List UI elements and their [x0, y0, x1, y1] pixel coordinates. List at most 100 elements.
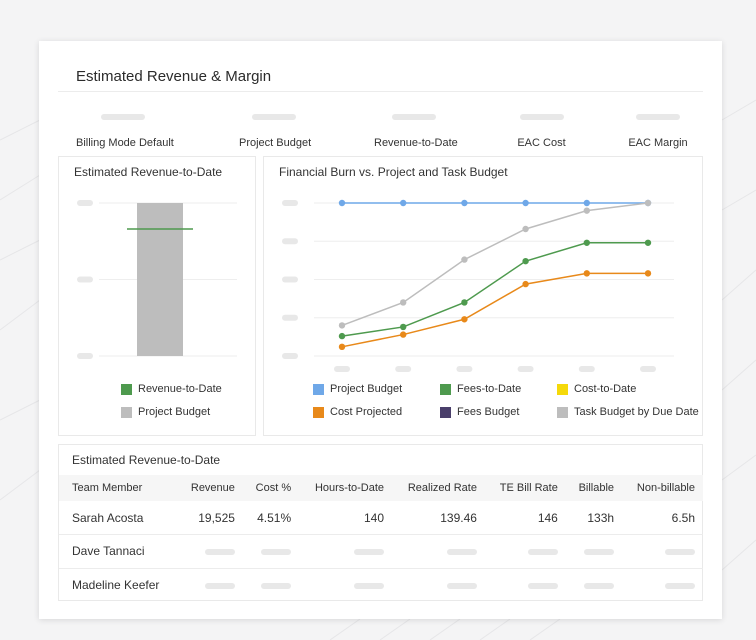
- metric-label: EAC Cost: [517, 137, 566, 149]
- legend-project-budget[interactable]: Project Budget: [121, 406, 210, 418]
- legend-label: Cost-to-Date: [574, 383, 637, 395]
- point-task-budget-by-due-date: [400, 299, 407, 306]
- cell-team-member: Sarah Acosta: [72, 510, 144, 525]
- table-row[interactable]: Madeline Keefer: [59, 568, 703, 602]
- point-project-budget: [400, 199, 407, 207]
- table-title: Estimated Revenue-to-Date: [72, 453, 221, 467]
- legend-fees-to-date[interactable]: Fees-to-Date: [440, 383, 521, 395]
- legend-label: Project Budget: [330, 383, 403, 395]
- panel-title: Estimated Revenue-to-Date: [74, 165, 223, 179]
- title-divider: [58, 91, 703, 92]
- legend-cost-projected[interactable]: Cost Projected: [313, 406, 402, 418]
- legend-swatch: [440, 383, 451, 395]
- column-header-non-billable[interactable]: Non-billable: [636, 482, 695, 494]
- metric-billing-mode: Billing Mode Default: [76, 107, 174, 149]
- cell-placeholder: [485, 568, 566, 602]
- cell-placeholder: [392, 535, 485, 569]
- legend-label: Project Budget: [138, 406, 211, 418]
- point-cost-projected: [461, 316, 468, 323]
- legend-fees-budget[interactable]: Fees Budget: [440, 406, 519, 418]
- column-header-cost-pct[interactable]: Cost %: [255, 482, 292, 494]
- legend-label: Revenue-to-Date: [138, 383, 222, 395]
- point-task-budget-by-due-date: [522, 225, 529, 233]
- column-header-team-member[interactable]: Team Member: [72, 482, 143, 494]
- point-project-budget: [522, 199, 529, 207]
- metric-label: Billing Mode Default: [76, 137, 174, 149]
- page-title: Estimated Revenue & Margin: [76, 68, 272, 85]
- column-header-te-bill-rate[interactable]: TE Bill Rate: [499, 482, 558, 494]
- value-placeholder: [527, 583, 558, 589]
- cell-placeholder: [622, 568, 703, 602]
- y-tick-placeholder: [77, 353, 93, 359]
- team-revenue-table-panel: Estimated Revenue-to-Date Team Member Re…: [58, 444, 703, 601]
- legend-task-budget-by-due-date[interactable]: Task Budget by Due Date: [557, 406, 699, 418]
- metrics-row: Billing Mode Default Project Budget Reve…: [39, 107, 722, 149]
- y-tick-placeholder: [282, 200, 298, 206]
- point-cost-projected: [522, 280, 529, 288]
- legend-swatch: [313, 383, 324, 395]
- column-header-revenue[interactable]: Revenue: [190, 482, 235, 494]
- column-header-billable[interactable]: Billable: [578, 482, 615, 494]
- value-placeholder: [261, 583, 292, 589]
- legend-label: Fees-to-Date: [457, 383, 522, 395]
- legend-label: Task Budget by Due Date: [574, 406, 699, 418]
- value-placeholder: [261, 549, 292, 556]
- point-task-budget-by-due-date: [583, 207, 590, 214]
- cell-placeholder: [566, 535, 622, 569]
- point-project-budget: [583, 199, 590, 207]
- column-header-hours-to-date[interactable]: Hours-to-Date: [314, 482, 385, 494]
- value-placeholder: [354, 549, 385, 556]
- value-placeholder: [584, 583, 615, 589]
- legend-swatch: [121, 383, 132, 395]
- table-row[interactable]: Sarah Acosta 19,525 4.51% 140 139.46 146…: [59, 501, 703, 535]
- table-row[interactable]: Dave Tannaci: [59, 535, 703, 569]
- column-header-realized-rate[interactable]: Realized Rate: [407, 482, 477, 494]
- series-line-cost-projected: [341, 272, 648, 348]
- y-tick-placeholder: [282, 276, 298, 283]
- series-line-task-budget-by-due-date: [341, 202, 649, 327]
- cell-placeholder: [392, 568, 485, 602]
- cell-team-member: Dave Tannaci: [72, 544, 145, 559]
- x-tick-placeholder: [517, 366, 534, 372]
- cell-placeholder: [485, 535, 566, 569]
- cell-placeholder: [566, 568, 622, 602]
- value-placeholder: [204, 549, 235, 556]
- point-cost-projected: [338, 343, 346, 351]
- series-line-fees-to-date: [341, 242, 648, 337]
- financial-burn-line-chart: [282, 199, 674, 372]
- x-tick-placeholder: [456, 366, 473, 372]
- point-fees-to-date: [400, 323, 407, 331]
- legend-project-budget[interactable]: Project Budget: [313, 383, 402, 395]
- legend-revenue-to-date[interactable]: Revenue-to-Date: [121, 383, 222, 395]
- cell-realized-rate: 139.46: [440, 510, 477, 525]
- legend-label: Fees Budget: [457, 406, 520, 418]
- metric-project-budget: Project Budget: [239, 107, 311, 149]
- point-cost-projected: [583, 270, 590, 277]
- value-placeholder: [446, 549, 477, 556]
- x-tick-placeholder: [334, 366, 350, 372]
- value-placeholder: [446, 583, 477, 589]
- value-placeholder: [665, 583, 695, 589]
- metric-revenue-to-date: Revenue-to-Date: [374, 107, 458, 149]
- cell-cost-pct: 4.51%: [257, 510, 292, 525]
- point-project-budget: [338, 199, 346, 207]
- value-placeholder: [204, 583, 235, 589]
- y-tick-placeholder: [282, 353, 298, 359]
- x-tick-placeholder: [578, 366, 595, 372]
- cell-non-billable: 6.5h: [671, 510, 695, 525]
- cell-hours-to-date: 140: [364, 510, 385, 525]
- revenue-to-date-panel: Estimated Revenue-to-Date Revenue-to-Dat…: [58, 156, 256, 436]
- legend-swatch: [440, 406, 451, 418]
- legend-cost-to-date[interactable]: Cost-to-Date: [557, 383, 636, 395]
- point-project-budget: [461, 199, 468, 207]
- point-fees-to-date: [583, 239, 590, 246]
- revenue-bar-chart: [77, 200, 237, 359]
- legend-swatch: [121, 406, 132, 418]
- cell-placeholder: [299, 535, 392, 569]
- cell-placeholder: [243, 535, 299, 569]
- cell-te-bill-rate: 146: [537, 510, 558, 525]
- financial-burn-panel: Financial Burn vs. Project and Task Budg…: [263, 156, 703, 436]
- point-task-budget-by-due-date: [338, 322, 346, 329]
- value-placeholder: [584, 549, 615, 556]
- cell-placeholder: [299, 568, 392, 602]
